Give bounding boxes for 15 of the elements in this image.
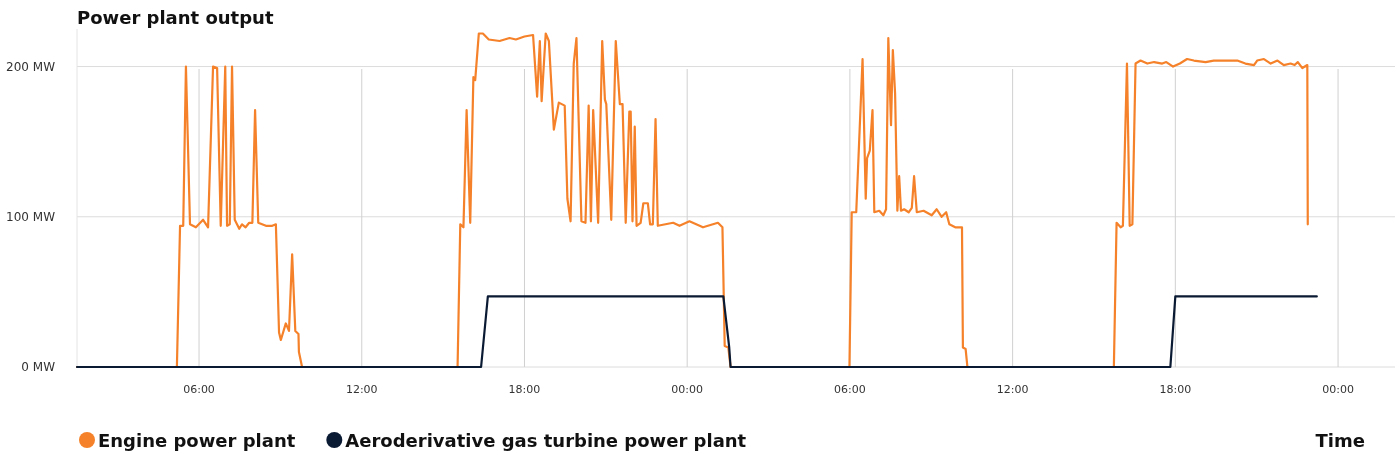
x-tick-label: 00:00 — [671, 383, 704, 396]
x-tick-label: 06:00 — [834, 383, 866, 396]
legend-label: Aeroderivative gas turbine power plant — [345, 430, 747, 451]
x-axis-title: Time — [1315, 430, 1365, 451]
x-tick-label: 18:00 — [1159, 383, 1192, 396]
legend-label: Engine power plant — [98, 430, 296, 451]
x-tick-label: 00:00 — [1322, 383, 1354, 396]
x-tick-label: 06:00 — [183, 383, 215, 396]
x-tick-label: 18:00 — [508, 383, 541, 396]
y-tick-label: 0 MW — [21, 360, 56, 374]
chart-title: Power plant output — [77, 7, 274, 28]
x-tick-label: 12:00 — [996, 383, 1029, 396]
x-tick-label: 12:00 — [345, 383, 378, 396]
y-tick-label: 200 MW — [6, 59, 56, 74]
y-tick-label: 100 MW — [6, 209, 56, 224]
